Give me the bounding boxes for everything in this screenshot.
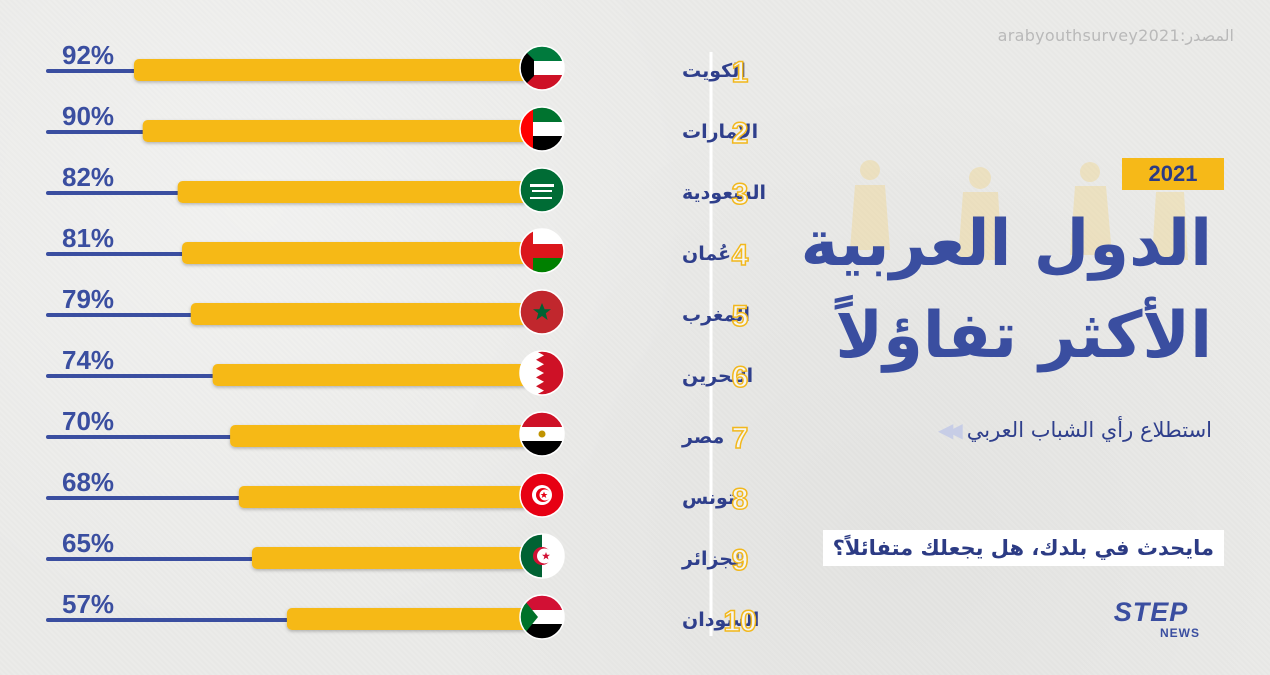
bar — [182, 242, 530, 264]
bar — [286, 608, 530, 630]
rank-label: 6 — [732, 361, 749, 394]
sudan-flag — [519, 594, 565, 640]
oman-flag — [519, 228, 565, 274]
rank-label: 7 — [732, 422, 749, 455]
bar — [190, 303, 530, 325]
rank-label: 2 — [732, 117, 749, 150]
rank-label: 10 — [723, 605, 756, 638]
title-line-1: الدول العربية — [800, 207, 1212, 281]
value-label: 79% — [62, 284, 114, 314]
category-label: البحرين — [682, 365, 753, 387]
subtitle-row: استطلاع رأي الشباب العربي ◀◀ — [938, 418, 1212, 442]
value-label: 57% — [62, 589, 114, 619]
value-label: 81% — [62, 223, 114, 253]
rank-label: 4 — [732, 239, 749, 272]
step-news-logo: STEP NEWS — [1096, 598, 1206, 640]
category-label: الكويت — [682, 60, 746, 82]
bar — [133, 59, 530, 81]
chart-row: 70% مصر 7 — [46, 406, 749, 457]
value-label: 74% — [62, 345, 114, 375]
value-label: 92% — [62, 40, 114, 70]
title-line-2: الأكثر تفاؤلاً — [835, 299, 1212, 373]
value-label: 90% — [62, 101, 114, 131]
category-label: السودان — [682, 609, 759, 631]
saudi-flag — [519, 167, 565, 213]
year-badge: 2021 — [1122, 158, 1224, 190]
bar — [212, 364, 530, 386]
rank-label: 8 — [732, 483, 749, 516]
category-label: عُمان — [682, 243, 731, 265]
value-label: 65% — [62, 528, 114, 558]
survey-question: مايحدث في بلدك، هل يجعلك متفائلاً؟ — [822, 530, 1224, 566]
tunisia-flag — [519, 472, 565, 518]
bar — [177, 181, 530, 203]
value-label: 70% — [62, 406, 114, 436]
rank-label: 3 — [732, 178, 749, 211]
algeria-flag — [519, 533, 565, 579]
double-arrow-icon: ◀◀ — [937, 418, 963, 442]
category-label: السعودية — [682, 182, 766, 204]
morocco-flag — [519, 289, 565, 335]
logo-sub: NEWS — [1160, 626, 1200, 640]
bar — [251, 547, 530, 569]
bar — [142, 120, 530, 142]
category-label: مصر — [681, 426, 724, 448]
value-label: 68% — [62, 467, 114, 497]
logo-brand: STEP — [1113, 597, 1189, 627]
page-title: الدول العربية الأكثر تفاؤلاً — [732, 198, 1212, 382]
bar — [238, 486, 530, 508]
category-label: المغرب — [682, 304, 750, 326]
chart-row: 81% عُمان 4 — [46, 223, 749, 274]
rank-label: 9 — [732, 544, 749, 577]
category-label: الإمارات — [682, 121, 758, 143]
kuwait-flag — [519, 45, 565, 91]
category-label: تونس — [682, 487, 735, 509]
bar — [230, 425, 530, 447]
source-label: المصدر:arabyouthsurvey2021 — [997, 26, 1234, 45]
rank-label: 5 — [732, 300, 749, 333]
rank-label: 1 — [732, 56, 749, 89]
category-label: الجزائر — [681, 548, 747, 570]
bahrain-flag — [519, 350, 565, 396]
egypt-flag — [519, 411, 565, 457]
uae-flag — [519, 106, 565, 152]
subtitle: استطلاع رأي الشباب العربي — [966, 418, 1212, 442]
value-label: 82% — [62, 162, 114, 192]
